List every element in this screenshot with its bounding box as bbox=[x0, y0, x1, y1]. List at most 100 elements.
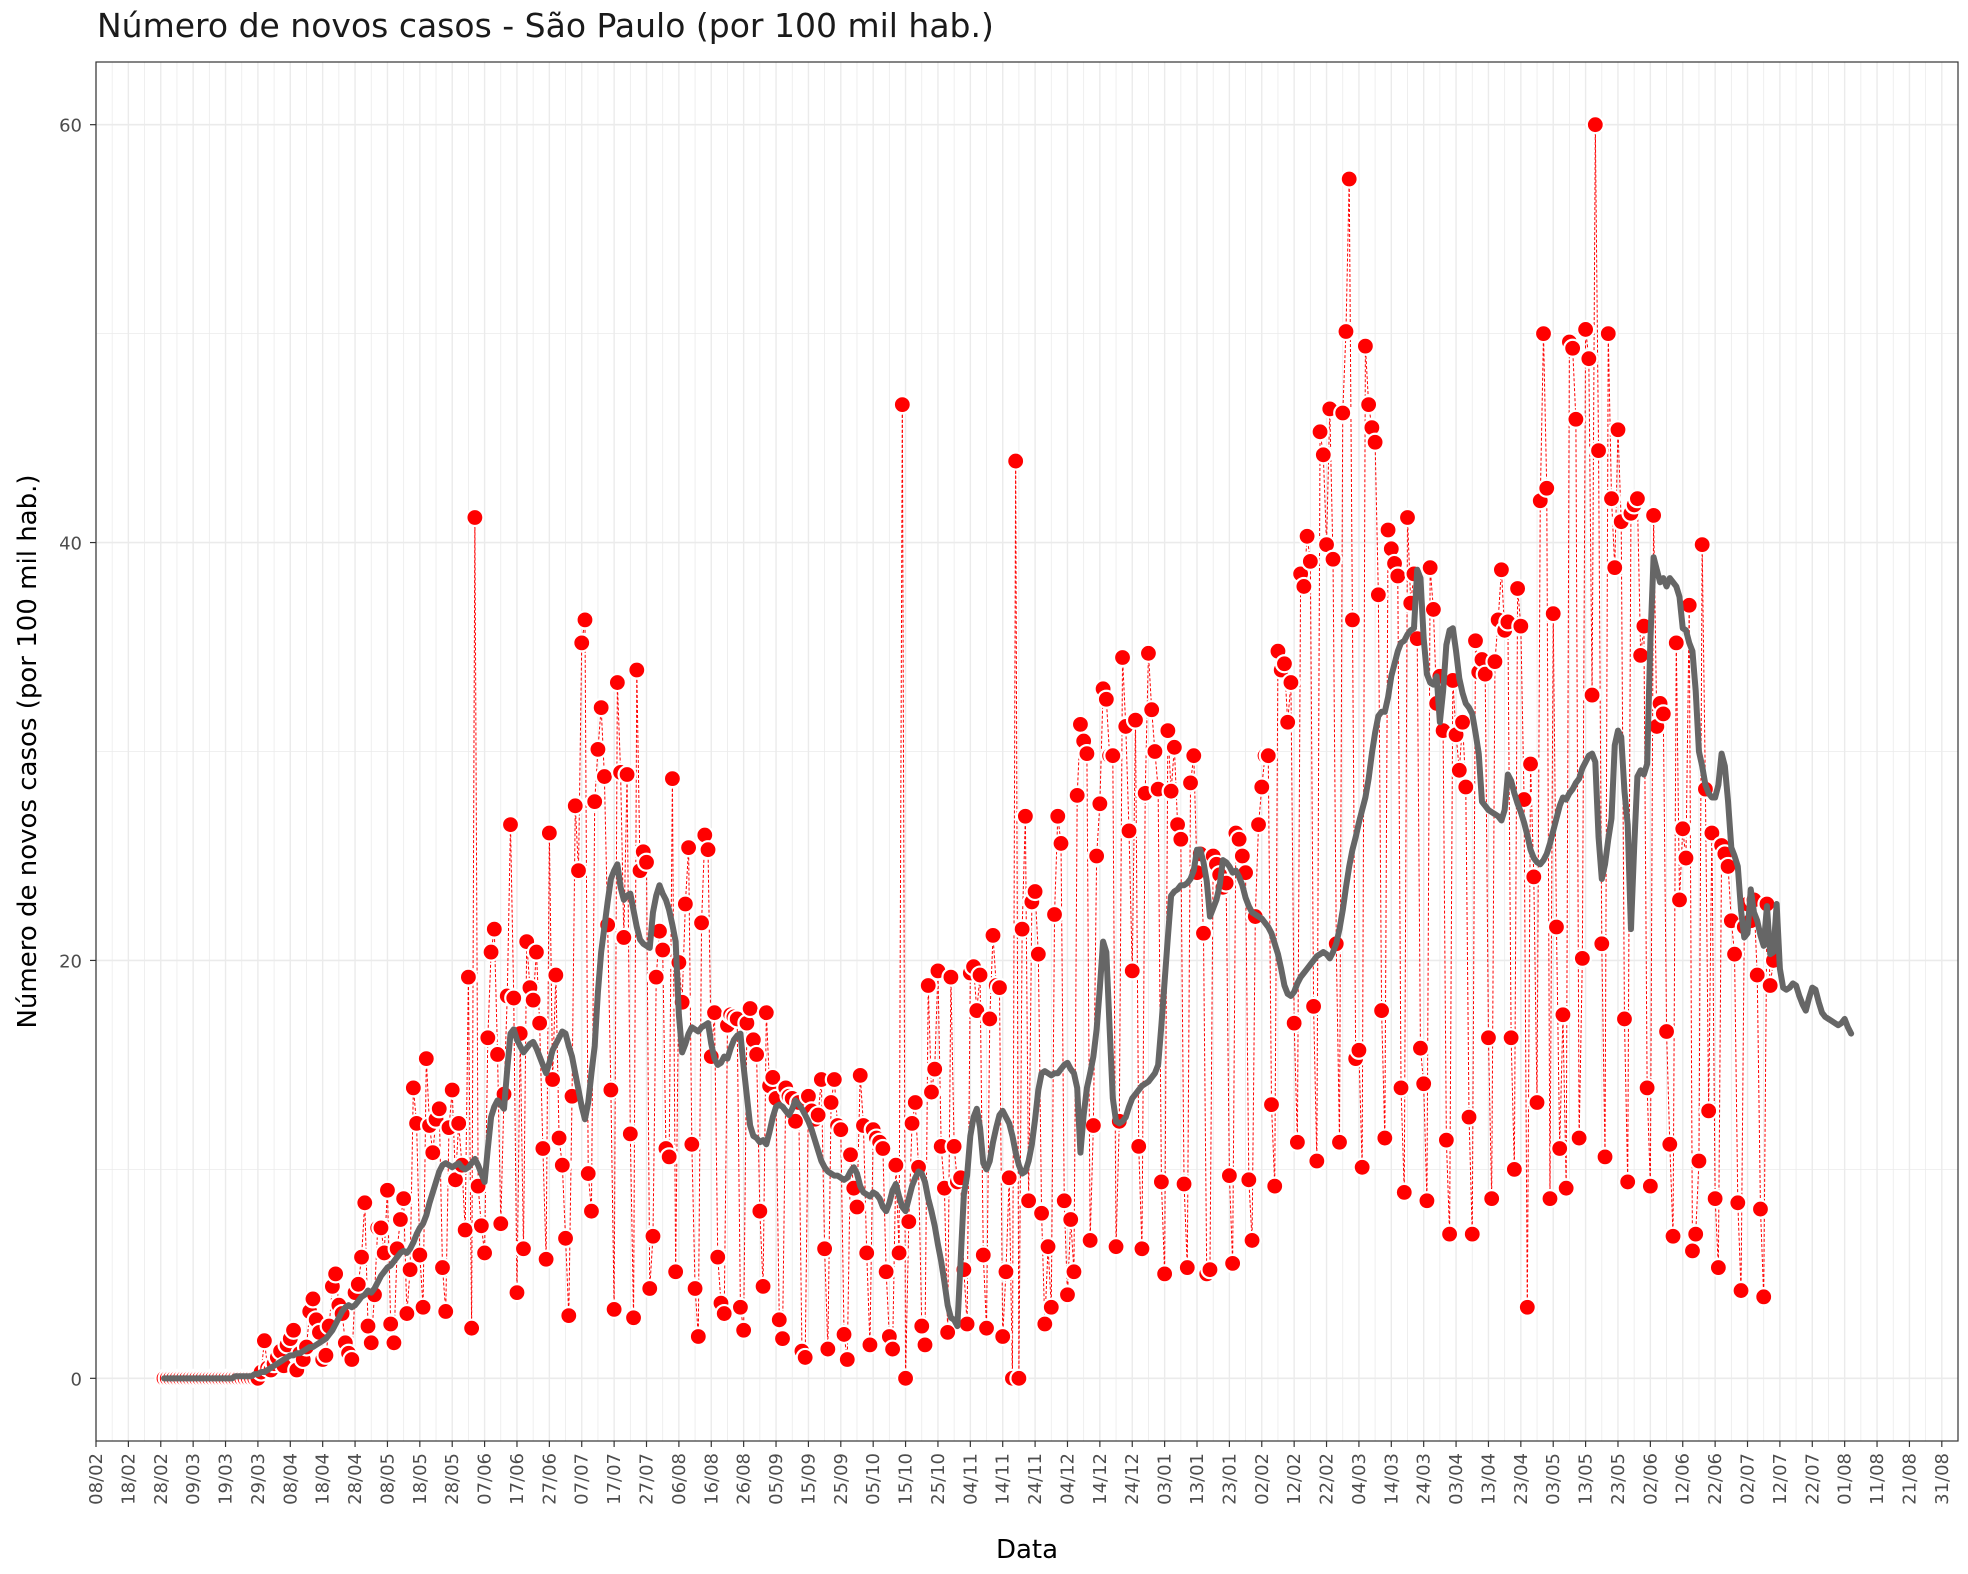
daily-point bbox=[636, 852, 657, 872]
daily-point bbox=[1371, 1000, 1392, 1021]
daily-connector bbox=[688, 847, 693, 1145]
daily-point bbox=[1517, 1297, 1537, 1317]
daily-point bbox=[1595, 1147, 1615, 1167]
daily-point bbox=[361, 1333, 381, 1353]
daily-point bbox=[1708, 1257, 1728, 1278]
daily-connector bbox=[610, 1089, 615, 1310]
daily-point bbox=[1359, 395, 1379, 415]
daily-connector bbox=[1054, 816, 1059, 915]
daily-point bbox=[500, 815, 521, 835]
daily-connector bbox=[1358, 1050, 1363, 1168]
daily-point bbox=[523, 990, 543, 1010]
daily-connector bbox=[1125, 726, 1130, 831]
y-axis-title: Número de novos casos (por 100 mil hab.) bbox=[13, 474, 43, 1028]
daily-point bbox=[912, 1316, 932, 1336]
daily-point bbox=[983, 925, 1003, 945]
daily-point bbox=[1614, 1009, 1635, 1029]
daily-point bbox=[351, 1247, 372, 1267]
daily-connector bbox=[1549, 613, 1554, 1199]
daily-connector bbox=[950, 977, 955, 1147]
daily-connector bbox=[869, 1129, 874, 1345]
x-tick-label: 03/05 bbox=[1543, 1453, 1564, 1505]
daily-connector bbox=[1384, 530, 1389, 1139]
daily-point bbox=[1252, 777, 1272, 797]
daily-connector bbox=[1539, 333, 1545, 501]
daily-point bbox=[1151, 1172, 1171, 1192]
daily-point bbox=[763, 1067, 783, 1088]
daily-point bbox=[989, 978, 1010, 998]
daily-connector bbox=[626, 774, 631, 1134]
daily-connector bbox=[885, 1271, 890, 1337]
daily-connector bbox=[1329, 408, 1334, 560]
daily-connector bbox=[1698, 544, 1703, 1162]
daily-point bbox=[1754, 1287, 1774, 1307]
daily-connector bbox=[474, 517, 479, 1187]
daily-point bbox=[1310, 422, 1330, 442]
daily-connector bbox=[840, 1129, 845, 1335]
x-tick-label: 22/06 bbox=[1705, 1453, 1726, 1505]
daily-connector bbox=[1144, 653, 1149, 794]
daily-connector bbox=[1134, 720, 1140, 1147]
daily-point bbox=[1342, 610, 1363, 630]
x-tick-label: 09/03 bbox=[183, 1453, 204, 1505]
daily-point bbox=[1705, 1189, 1725, 1209]
daily-connector bbox=[1245, 872, 1250, 1180]
daily-point bbox=[1637, 1078, 1657, 1098]
daily-connector bbox=[1614, 429, 1619, 568]
x-tick-label: 24/11 bbox=[1025, 1453, 1046, 1505]
daily-connector bbox=[1070, 1219, 1075, 1272]
daily-connector bbox=[1296, 573, 1302, 1143]
x-tick-label: 08/05 bbox=[377, 1453, 398, 1505]
daily-point bbox=[565, 796, 585, 816]
daily-point bbox=[1750, 1199, 1771, 1219]
daily-point bbox=[1663, 1226, 1683, 1246]
daily-point bbox=[691, 913, 712, 933]
daily-connector bbox=[820, 1079, 826, 1249]
daily-connector bbox=[1348, 179, 1353, 620]
daily-connector bbox=[1552, 613, 1557, 928]
daily-connector bbox=[542, 1148, 547, 1260]
daily-point bbox=[895, 1368, 916, 1388]
daily-connector bbox=[723, 1025, 728, 1314]
daily-point bbox=[1106, 1237, 1126, 1257]
x-tick-label: 13/04 bbox=[1478, 1453, 1499, 1505]
daily-connector bbox=[1183, 1183, 1188, 1268]
daily-point bbox=[436, 1301, 456, 1322]
daily-connector bbox=[1572, 348, 1577, 420]
daily-connector bbox=[613, 682, 618, 1310]
daily-connector bbox=[1555, 927, 1561, 1149]
daily-connector bbox=[1112, 755, 1117, 1247]
daily-point bbox=[1569, 1128, 1589, 1148]
daily-connector bbox=[1507, 621, 1512, 1038]
daily-point bbox=[1051, 833, 1071, 854]
daily-connector bbox=[467, 977, 473, 1329]
daily-point bbox=[1161, 781, 1181, 801]
daily-connector bbox=[1018, 929, 1023, 1379]
daily-connector bbox=[989, 935, 994, 1019]
daily-connector bbox=[1313, 1006, 1318, 1162]
daily-point bbox=[601, 1080, 621, 1100]
daily-point bbox=[1087, 846, 1107, 866]
daily-point bbox=[1666, 633, 1686, 653]
daily-connector bbox=[866, 1252, 871, 1345]
daily-point bbox=[1747, 965, 1767, 985]
daily-point bbox=[394, 1189, 414, 1209]
daily-connector bbox=[662, 949, 667, 1149]
daily-point bbox=[1378, 520, 1398, 540]
daily-connector bbox=[1060, 843, 1065, 1201]
daily-point bbox=[1702, 823, 1722, 843]
daily-point bbox=[996, 1262, 1016, 1282]
daily-connector bbox=[1416, 638, 1421, 1049]
daily-point bbox=[358, 1316, 378, 1336]
daily-connector bbox=[1763, 904, 1768, 1297]
daily-point bbox=[1064, 1262, 1084, 1282]
daily-point bbox=[944, 1136, 964, 1156]
x-tick-label: 05/09 bbox=[766, 1453, 787, 1505]
daily-point bbox=[1278, 712, 1298, 732]
daily-point bbox=[1692, 535, 1712, 555]
daily-point bbox=[902, 1113, 922, 1134]
x-tick-label: 15/09 bbox=[798, 1453, 819, 1505]
daily-connector bbox=[1232, 832, 1237, 1264]
daily-connector bbox=[419, 1255, 424, 1308]
daily-point bbox=[1420, 558, 1440, 578]
